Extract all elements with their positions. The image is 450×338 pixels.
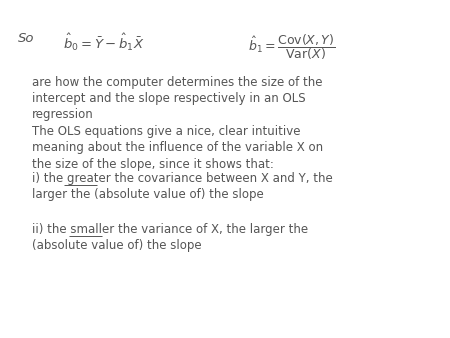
Text: So: So	[18, 32, 35, 45]
Text: i) the greater the covariance between X and Y, the: i) the greater the covariance between X …	[32, 172, 332, 185]
Text: $\hat{b}_0 = \bar{Y} - \hat{b}_1\bar{X}$: $\hat{b}_0 = \bar{Y} - \hat{b}_1\bar{X}$	[63, 32, 144, 53]
Text: meaning about the influence of the variable X on: meaning about the influence of the varia…	[32, 141, 323, 154]
Text: the size of the slope, since it shows that:: the size of the slope, since it shows th…	[32, 158, 274, 170]
Text: larger the (absolute value of) the slope: larger the (absolute value of) the slope	[32, 188, 263, 201]
Text: ii) the smaller the variance of X, the larger the: ii) the smaller the variance of X, the l…	[32, 223, 308, 236]
Text: $\hat{b}_1 = \dfrac{\mathrm{Cov}(X,Y)}{\mathrm{Var}(X)}$: $\hat{b}_1 = \dfrac{\mathrm{Cov}(X,Y)}{\…	[248, 32, 335, 62]
Text: intercept and the slope respectively in an OLS: intercept and the slope respectively in …	[32, 92, 305, 105]
Text: are how the computer determines the size of the: are how the computer determines the size…	[32, 76, 322, 89]
Text: (absolute value of) the slope: (absolute value of) the slope	[32, 239, 201, 252]
Text: regression: regression	[32, 108, 93, 121]
Text: The OLS equations give a nice, clear intuitive: The OLS equations give a nice, clear int…	[32, 125, 300, 138]
